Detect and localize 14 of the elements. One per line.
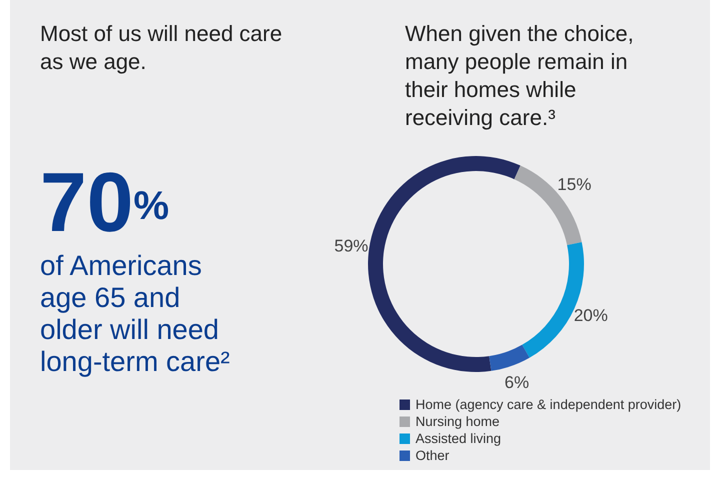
data-label: 59%	[334, 236, 368, 256]
legend-label: Other	[416, 448, 450, 463]
donut-slice	[489, 344, 530, 371]
data-label: 20%	[574, 306, 608, 325]
legend-label: Home (agency care & independent provider)	[416, 396, 682, 412]
data-label: 15%	[557, 175, 592, 194]
text: 70$^{%}$	[40, 155, 170, 249]
text: of Americans age 65 and older will need long-term care²	[40, 250, 231, 378]
text: Most of us will need care as we age.	[40, 20, 284, 76]
donut-slice	[368, 156, 520, 372]
chart-title: When given the choice, many people remain in their homes while receiving care.³	[405, 20, 635, 132]
legend-label: Nursing home	[416, 414, 500, 429]
legend-label: Assisted living	[416, 430, 502, 446]
data-label: 6%	[504, 373, 530, 392]
